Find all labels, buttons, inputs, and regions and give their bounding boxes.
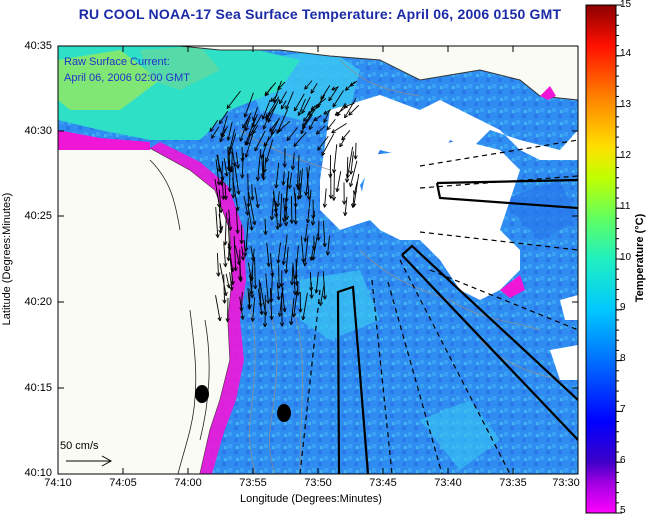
x-tick: 73:30 bbox=[552, 477, 580, 489]
colorbar-tick: 12 bbox=[620, 150, 632, 161]
x-tick: 73:50 bbox=[304, 477, 332, 489]
x-tick: 73:55 bbox=[239, 477, 267, 489]
station-marker bbox=[195, 385, 209, 403]
x-tick: 73:40 bbox=[434, 477, 462, 489]
transect-box-southeast bbox=[401, 244, 578, 441]
y-tick: 40:35 bbox=[24, 40, 52, 52]
y-axis-label: Latitude (Degrees:Minutes) bbox=[1, 192, 13, 326]
colorbar-tick: 5 bbox=[620, 505, 626, 516]
y-tick: 40:20 bbox=[24, 296, 52, 308]
colorbar-tick: 6 bbox=[620, 455, 626, 466]
colorbar-tick: 8 bbox=[620, 353, 626, 364]
colorbar-tick: 15 bbox=[620, 0, 632, 10]
y-tick: 40:15 bbox=[24, 382, 52, 394]
land-long-island bbox=[179, 46, 578, 101]
colorbar-tick: 14 bbox=[620, 48, 632, 59]
colorbar-tick: 13 bbox=[620, 99, 632, 110]
station-marker bbox=[277, 404, 291, 422]
surface-current-vectors bbox=[209, 80, 360, 328]
x-tick: 74:00 bbox=[174, 477, 202, 489]
land-new-jersey bbox=[58, 147, 233, 474]
current-time: April 06, 2006 02:00 GMT bbox=[64, 72, 190, 84]
x-axis-label: Longitude (Degrees:Minutes) bbox=[240, 493, 382, 505]
colorbar-tick: 9 bbox=[620, 302, 626, 313]
y-tick: 40:10 bbox=[24, 467, 52, 479]
x-tick: 73:35 bbox=[499, 477, 527, 489]
current-label: Raw Surface Current: bbox=[64, 56, 170, 68]
map-title: RU COOL NOAA-17 Sea Surface Temperature:… bbox=[78, 6, 562, 22]
y-tick: 40:30 bbox=[24, 125, 52, 137]
x-tick: 74:05 bbox=[109, 477, 137, 489]
colorbar bbox=[585, 4, 617, 514]
colorbar-tick: 11 bbox=[620, 201, 631, 212]
transect-box-south bbox=[336, 285, 370, 474]
colorbar-label: Temperature (°C) bbox=[634, 213, 646, 303]
colorbar-tick: 7 bbox=[620, 404, 626, 415]
x-tick: 74:10 bbox=[44, 477, 72, 489]
scale-label: 50 cm/s bbox=[60, 440, 99, 452]
cloud-patch bbox=[360, 140, 520, 300]
colorbar-tick: 10 bbox=[620, 252, 632, 263]
transect-box-east bbox=[435, 178, 578, 210]
x-tick: 73:45 bbox=[369, 477, 397, 489]
y-tick: 40:25 bbox=[24, 210, 52, 222]
